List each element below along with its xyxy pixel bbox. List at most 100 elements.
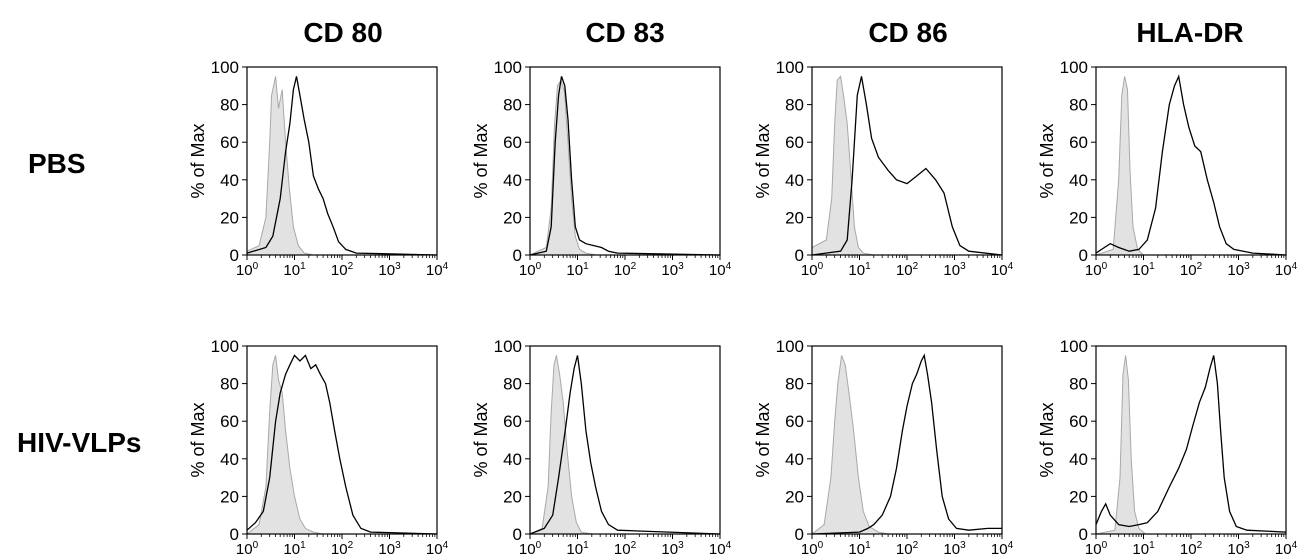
column-title-cd80: CD 80: [303, 17, 382, 48]
y-tick-label: 20: [503, 208, 522, 227]
x-tick-label: 100: [519, 540, 542, 555]
y-tick-label: 80: [503, 96, 522, 115]
row-label-hiv-vlps: HIV-VLPs: [17, 427, 141, 458]
x-tick-label: 101: [848, 261, 871, 279]
x-tick-label: 104: [1275, 261, 1298, 279]
sample-histogram: [1095, 355, 1287, 533]
x-tick-label: 101: [1132, 540, 1155, 555]
y-tick-label: 0: [1079, 246, 1088, 265]
x-tick-label: 104: [991, 261, 1014, 279]
y-tick-label: 80: [1069, 96, 1088, 115]
y-tick-label: 60: [785, 133, 804, 152]
x-tick-label: 103: [1227, 261, 1250, 279]
histogram-grid: 0 20 40 60 80 100 100 101 102 103 104 % of Max 0 20 40…: [188, 58, 1298, 555]
control-histogram: [810, 355, 1002, 535]
sample-histogram: [1095, 74, 1287, 256]
x-tick-label: 104: [709, 261, 732, 279]
x-tick-label: 100: [236, 261, 259, 279]
y-tick-label: 0: [513, 525, 522, 544]
x-tick-label: 100: [519, 261, 542, 279]
y-tick-label: 80: [220, 96, 239, 115]
x-tick-label: 100: [801, 540, 824, 555]
histogram-pbs-cd-83: 0 20 40 60 80 100 100 101 102 103 104 % of Max: [471, 58, 732, 279]
y-axis-title: % of Max: [471, 123, 491, 198]
y-tick-label: 80: [785, 375, 804, 394]
row-label-pbs: PBS: [28, 148, 86, 179]
column-title-cd86: CD 86: [868, 17, 947, 48]
y-axis-title: % of Max: [471, 402, 491, 477]
x-tick-label: 103: [1227, 540, 1250, 555]
y-tick-label: 20: [785, 487, 804, 506]
y-tick-label: 100: [1060, 337, 1088, 356]
y-tick-label: 20: [1069, 208, 1088, 227]
y-tick-label: 80: [503, 375, 522, 394]
y-tick-label: 0: [795, 246, 804, 265]
x-tick-label: 101: [566, 540, 589, 555]
x-tick-label: 102: [1180, 261, 1203, 279]
x-tick-label: 102: [331, 261, 354, 279]
histogram-hiv-vlps-cd-83: 0 20 40 60 80 100 100 101 102 103 104 % of Max: [471, 337, 732, 555]
y-tick-label: 60: [1069, 412, 1088, 431]
x-tick-label: 102: [896, 261, 919, 279]
control-histogram: [246, 76, 437, 256]
y-tick-label: 60: [785, 412, 804, 431]
histogram-hiv-vlps-cd-86: 0 20 40 60 80 100 100 101 102 103 104 % of Max: [753, 337, 1014, 555]
y-tick-label: 20: [503, 487, 522, 506]
sample-histogram: [529, 355, 721, 535]
control-histogram: [1095, 76, 1286, 256]
sample-histogram: [246, 354, 438, 535]
y-tick-label: 40: [503, 450, 522, 469]
y-tick-label: 60: [503, 412, 522, 431]
x-tick-label: 103: [943, 540, 966, 555]
y-tick-label: 40: [785, 171, 804, 190]
y-tick-label: 20: [220, 208, 239, 227]
x-tick-label: 103: [378, 540, 401, 555]
y-tick-label: 100: [776, 337, 804, 356]
sample-histogram: [811, 76, 1003, 256]
y-tick-label: 100: [494, 58, 522, 77]
x-tick-label: 103: [661, 261, 684, 279]
control-histogram: [529, 79, 720, 256]
y-axis-title: % of Max: [188, 123, 208, 198]
sample-histogram: [529, 76, 721, 256]
y-tick-label: 60: [220, 133, 239, 152]
y-tick-label: 60: [503, 133, 522, 152]
x-tick-label: 102: [614, 540, 637, 555]
y-tick-label: 0: [513, 246, 522, 265]
sample-histogram: [811, 353, 1002, 535]
y-tick-label: 20: [1069, 487, 1088, 506]
y-tick-label: 40: [1069, 450, 1088, 469]
control-histogram: [529, 355, 720, 535]
y-tick-label: 40: [785, 450, 804, 469]
x-tick-label: 104: [991, 540, 1014, 555]
x-tick-label: 101: [283, 261, 306, 279]
x-tick-label: 102: [331, 540, 354, 555]
y-tick-label: 40: [503, 171, 522, 190]
y-tick-label: 100: [494, 337, 522, 356]
x-tick-label: 104: [1275, 540, 1298, 555]
x-tick-label: 103: [661, 540, 684, 555]
histogram-hiv-vlps-cd-80: 0 20 40 60 80 100 100 101 102 103 104 % of Max: [188, 337, 449, 555]
y-tick-label: 0: [230, 525, 239, 544]
control-histogram: [1095, 355, 1286, 535]
y-axis-title: % of Max: [753, 123, 773, 198]
histogram-pbs-hla-dr: 0 20 40 60 80 100 100 101 102 103 104 % of Max: [1037, 58, 1298, 279]
y-tick-label: 40: [1069, 171, 1088, 190]
y-axis-title: % of Max: [188, 402, 208, 477]
y-axis-title: % of Max: [1037, 123, 1057, 198]
x-tick-label: 104: [426, 540, 449, 555]
y-tick-label: 100: [776, 58, 804, 77]
y-tick-label: 100: [1060, 58, 1088, 77]
x-tick-label: 104: [709, 540, 732, 555]
y-tick-label: 40: [220, 171, 239, 190]
x-tick-label: 101: [1132, 261, 1155, 279]
y-tick-label: 60: [220, 412, 239, 431]
x-tick-label: 100: [801, 261, 824, 279]
histogram-pbs-cd-86: 0 20 40 60 80 100 100 101 102 103 104 % of Max: [753, 58, 1014, 279]
y-tick-label: 60: [1069, 133, 1088, 152]
y-axis-title: % of Max: [1037, 402, 1057, 477]
control-histogram: [811, 75, 1002, 256]
y-tick-label: 20: [785, 208, 804, 227]
y-tick-label: 40: [220, 450, 239, 469]
